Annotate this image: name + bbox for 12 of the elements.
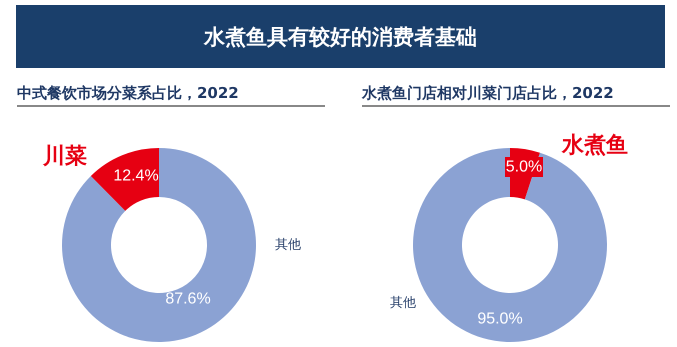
chart-subtitle: 中式餐饮市场分菜系占比，2022 (17, 84, 325, 107)
slice-label: 其他 (390, 296, 416, 310)
data-label: 95.0% (477, 310, 523, 328)
data-label: 12.4% (113, 168, 159, 184)
chart-title: 水煮鱼门店相对川菜门店占比，2022 (362, 84, 670, 107)
slice-label: 其他 (275, 238, 301, 252)
donut-slice (90, 148, 159, 211)
slice-label: 川菜 (42, 143, 87, 169)
chart-title: 水煮鱼具有较好的消费者基础 (16, 5, 665, 68)
data-label: 87.6% (165, 290, 211, 308)
data-label: 5.0% (506, 158, 542, 176)
slice-label: 水煮鱼 (561, 132, 628, 158)
